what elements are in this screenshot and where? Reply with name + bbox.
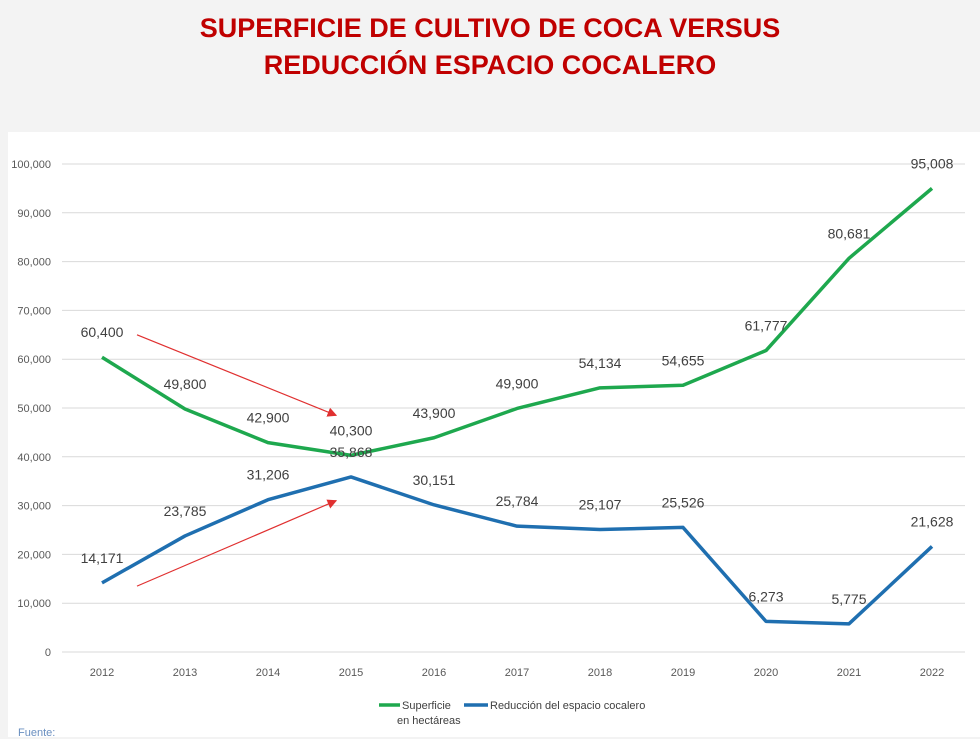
y-tick-label: 0 — [45, 647, 51, 659]
x-tick-label: 2019 — [671, 667, 695, 679]
data-label: 25,526 — [662, 494, 705, 510]
data-label: 54,134 — [579, 355, 622, 371]
data-label: 61,777 — [745, 318, 788, 334]
data-label: 80,681 — [828, 225, 871, 241]
title-line-1: SUPERFICIE DE CULTIVO DE COCA VERSUS — [199, 13, 781, 43]
data-label: 23,785 — [164, 503, 207, 519]
data-label: 25,107 — [579, 496, 622, 512]
y-tick-label: 40,000 — [17, 452, 51, 464]
data-label: 42,900 — [247, 410, 290, 426]
x-tick-label: 2016 — [422, 667, 446, 679]
y-tick-label: 60,000 — [17, 354, 51, 366]
data-label: 95,008 — [911, 155, 954, 171]
title-line-2: REDUCCIÓN ESPACIO COCALERO — [263, 50, 717, 80]
data-label: 5,775 — [831, 591, 866, 607]
y-tick-label: 100,000 — [11, 159, 51, 171]
x-tick-label: 2015 — [339, 667, 363, 679]
data-label: 49,800 — [164, 376, 207, 392]
series-line-superficie — [101, 187, 934, 458]
data-label: 60,400 — [81, 324, 124, 340]
annotation-arrow — [136, 499, 338, 587]
y-tick-label: 70,000 — [17, 305, 51, 317]
data-label: 49,900 — [496, 375, 539, 391]
source-label: Fuente: — [18, 727, 56, 739]
y-tick-label: 80,000 — [17, 257, 51, 269]
legend-label-reduccion: Reducción del espacio cocalero — [490, 700, 645, 712]
data-label: 21,628 — [911, 513, 954, 529]
data-label: 14,171 — [81, 550, 124, 566]
x-tick-label: 2021 — [837, 667, 861, 679]
legend-label-superficie: Superficie — [402, 700, 451, 712]
y-tick-label: 20,000 — [17, 549, 51, 561]
y-tick-label: 50,000 — [17, 403, 51, 415]
data-label: 31,206 — [247, 467, 290, 483]
y-tick-label: 90,000 — [17, 208, 51, 220]
y-tick-label: 10,000 — [17, 598, 51, 610]
x-tick-label: 2014 — [256, 667, 280, 679]
data-label: 6,273 — [748, 588, 783, 604]
x-tick-label: 2012 — [90, 667, 114, 679]
x-tick-label: 2017 — [505, 667, 529, 679]
x-tick-label: 2020 — [754, 667, 778, 679]
chart-panel — [8, 132, 980, 737]
x-tick-label: 2022 — [920, 667, 944, 679]
data-label: 35,868 — [330, 444, 373, 460]
series-line-reduccion — [101, 475, 934, 626]
y-tick-label: 30,000 — [17, 501, 51, 513]
annotation-arrow — [136, 334, 338, 417]
legend-label-superficie-line2: en hectáreas — [397, 715, 461, 727]
page-title: SUPERFICIE DE CULTIVO DE COCA VERSUS REDU… — [0, 10, 980, 84]
x-tick-label: 2018 — [588, 667, 612, 679]
x-tick-label: 2013 — [173, 667, 197, 679]
data-label: 40,300 — [330, 422, 373, 438]
data-label: 30,151 — [413, 472, 456, 488]
data-label: 54,655 — [662, 352, 705, 368]
data-label: 43,900 — [413, 405, 456, 421]
data-label: 25,784 — [496, 493, 539, 509]
